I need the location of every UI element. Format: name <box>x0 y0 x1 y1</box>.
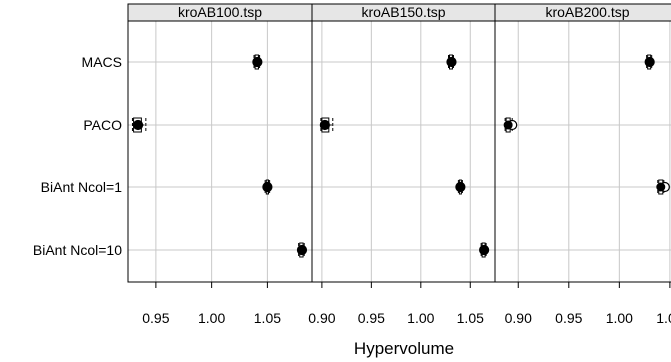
panel-strip-title: kroAB150.tsp <box>361 4 445 20</box>
panel-1 <box>127 20 313 283</box>
category-label: BiAnt Ncol=1 <box>41 179 123 195</box>
box-biant-ncol-10 <box>479 242 490 258</box>
category-label: MACS <box>82 54 122 70</box>
x-tick-label: 1.00 <box>198 310 225 326</box>
category-label: BiAnt Ncol=10 <box>33 242 122 258</box>
x-tick-label: 1.05 <box>457 310 484 326</box>
panel-frame <box>494 20 671 283</box>
x-tick-label: 0.90 <box>505 310 532 326</box>
panel-2 <box>311 20 496 283</box>
x-tick-label: 0.95 <box>358 310 385 326</box>
median-point <box>262 182 272 192</box>
chart-panels <box>127 20 671 283</box>
x-tick-label: 1.05 <box>656 310 671 326</box>
panel-strip-title: kroAB100.tsp <box>178 4 262 20</box>
median-point <box>446 57 456 67</box>
x-tick-label: 0.90 <box>308 310 335 326</box>
box-paco <box>503 117 518 133</box>
median-point <box>656 182 666 192</box>
box-biant-ncol-1 <box>455 179 466 195</box>
panel-frame <box>311 20 496 283</box>
category-label: PACO <box>83 117 122 133</box>
median-point <box>503 120 513 130</box>
box-macs <box>446 54 457 70</box>
box-macs <box>644 54 655 70</box>
x-tick-label: 1.05 <box>254 310 281 326</box>
panel-3 <box>494 20 671 283</box>
panel-strips: kroAB100.tsp kroAB150.tsp kroAB200.tsp <box>127 3 671 22</box>
x-axis-ticks: 0.95 1.00 1.05 0.90 0.95 1.00 1.05 0.90 0.95 1.00… <box>142 282 671 326</box>
x-axis-title: Hypervolume <box>354 339 454 358</box>
box-macs <box>252 54 263 70</box>
median-point <box>479 245 489 255</box>
box-paco <box>319 117 334 133</box>
median-point <box>320 120 330 130</box>
median-point <box>133 120 143 130</box>
box-paco <box>131 117 147 133</box>
box-biant-ncol-10 <box>296 242 308 258</box>
box-biant-ncol-1 <box>262 179 273 195</box>
median-point <box>645 57 655 67</box>
x-tick-label: 1.00 <box>606 310 633 326</box>
category-labels: MACS PACO BiAnt Ncol=1 BiAnt Ncol=10 <box>33 54 122 258</box>
median-point <box>252 57 262 67</box>
x-tick-label: 1.00 <box>407 310 434 326</box>
x-tick-label: 0.95 <box>555 310 582 326</box>
x-tick-label: 0.95 <box>142 310 169 326</box>
box-biant-ncol-1 <box>656 179 670 195</box>
panel-strip-title: kroAB200.tsp <box>545 4 629 20</box>
median-point <box>455 182 465 192</box>
median-point <box>297 245 307 255</box>
